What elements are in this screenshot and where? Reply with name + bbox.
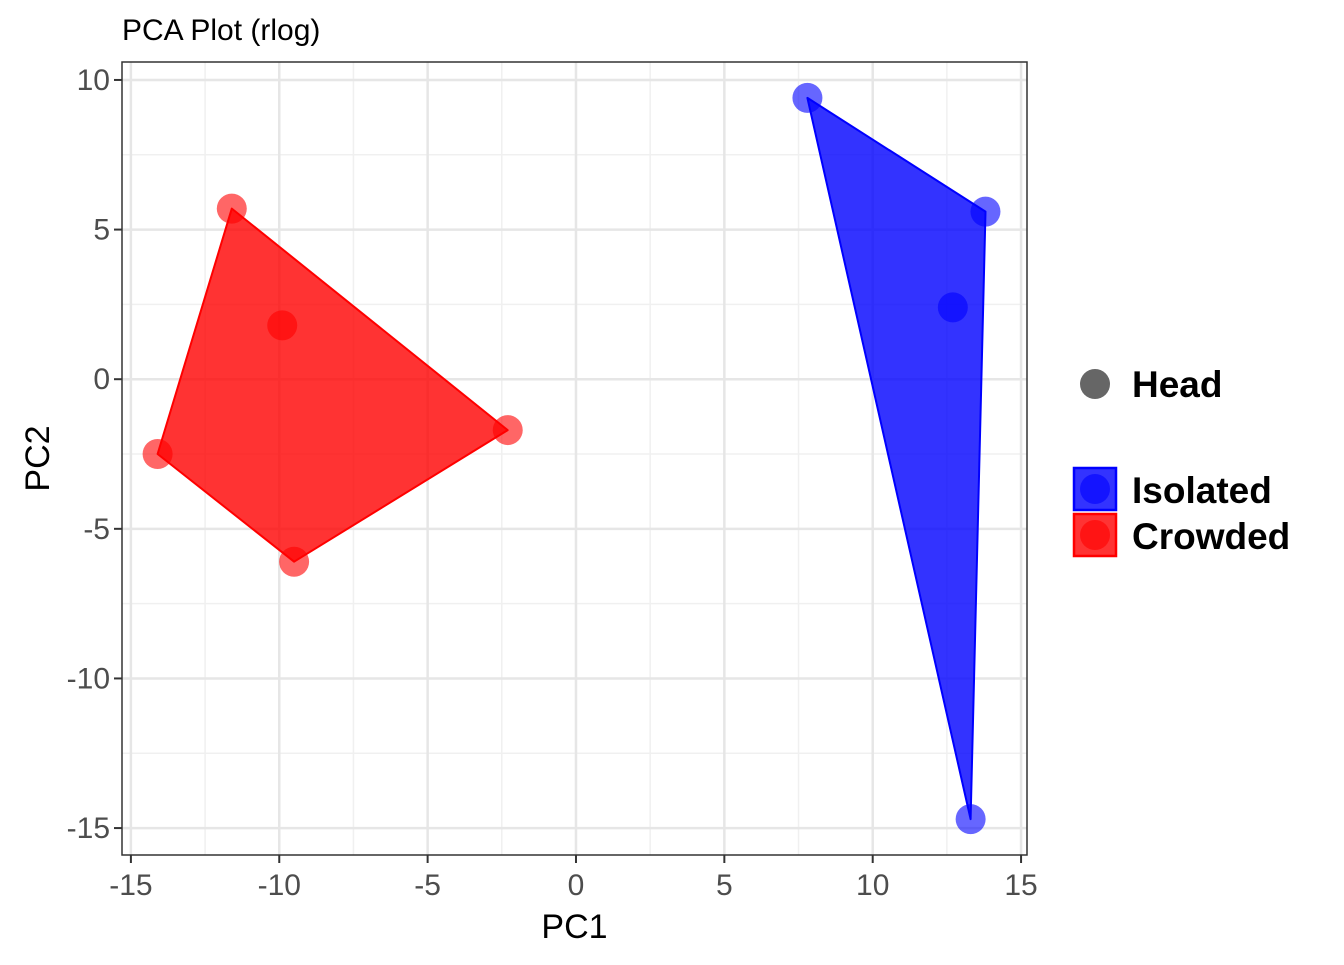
hull-layer: [156, 96, 987, 821]
isolated-point: [792, 82, 823, 113]
y-tick-label: -15: [67, 812, 110, 845]
crowded-hull: [156, 207, 509, 563]
crowded-point: [216, 193, 247, 224]
isolated-point: [937, 292, 968, 323]
isolated-point: [955, 804, 986, 835]
point-layer: [142, 82, 1001, 835]
x-tick-label: -10: [258, 869, 301, 902]
crowded-point: [279, 546, 310, 577]
legend-point-isolated: [1080, 474, 1110, 504]
y-axis-title: PC2: [19, 425, 57, 491]
axis-layer: -15 -10 -5 0 5 10 15 -15 -10 -5 0 5 10: [67, 64, 1038, 902]
legend-label-crowded: Crowded: [1132, 516, 1290, 557]
x-axis-title: PC1: [541, 908, 607, 946]
legend-point-crowded: [1080, 520, 1110, 550]
isolated-hull: [806, 96, 987, 821]
crowded-point: [492, 415, 523, 446]
panel-border: [121, 61, 1028, 856]
legend-label-isolated: Isolated: [1132, 470, 1272, 511]
legend: Head Isolated Crowded: [1072, 364, 1290, 558]
y-tick-label: 10: [77, 64, 110, 97]
y-tick-label: -5: [83, 513, 110, 546]
x-tick-label: 5: [716, 869, 733, 902]
isolated-point: [970, 196, 1001, 227]
x-tick-label: 10: [856, 869, 889, 902]
x-tick-label: -15: [109, 869, 152, 902]
crowded-point: [142, 439, 173, 470]
legend-label-head: Head: [1132, 364, 1222, 405]
x-tick-label: -5: [414, 869, 441, 902]
legend-shape-head: [1080, 369, 1110, 399]
y-tick-label: 0: [93, 363, 110, 396]
x-tick-label: 0: [568, 869, 585, 902]
crowded-point: [267, 310, 298, 341]
x-tick-label: 15: [1004, 869, 1037, 902]
chart-title: PCA Plot (rlog): [122, 14, 320, 47]
y-tick-label: 5: [93, 214, 110, 247]
y-tick-label: -10: [67, 662, 110, 695]
